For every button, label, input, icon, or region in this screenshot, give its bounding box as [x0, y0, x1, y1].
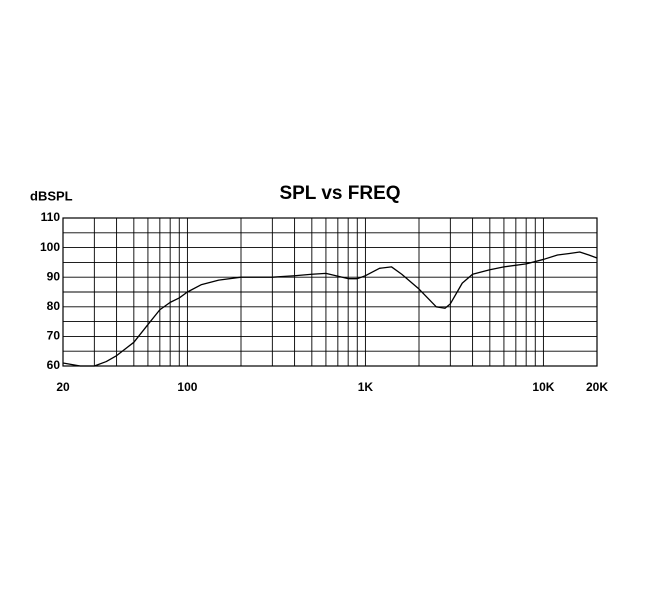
- data-line: [62, 251, 598, 367]
- chart-title: SPL vs FREQ: [279, 183, 400, 204]
- y-tick-label: 70: [47, 329, 61, 343]
- y-axis-label: dBSPL: [30, 188, 73, 203]
- y-tick-label: 100: [40, 240, 60, 254]
- x-tick-label: 10K: [532, 380, 554, 394]
- y-tick-label: 80: [47, 299, 61, 313]
- y-tick-label: 90: [47, 269, 61, 283]
- x-tick-label: 20: [56, 380, 70, 394]
- y-tick-label: 60: [47, 358, 61, 372]
- y-tick-label: 110: [41, 210, 61, 224]
- x-tick-label: 100: [177, 380, 197, 394]
- x-tick-label: 1K: [358, 380, 374, 394]
- x-tick-label: 20K: [586, 380, 608, 394]
